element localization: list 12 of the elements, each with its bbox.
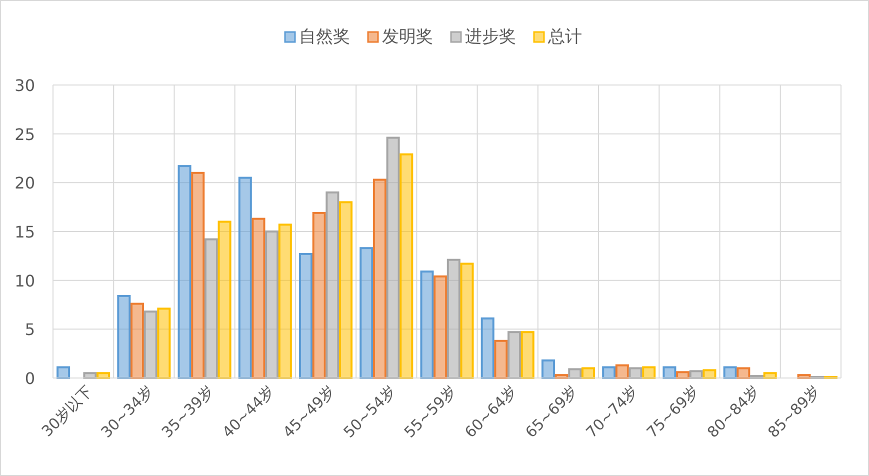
y-tick-label: 15 — [14, 222, 35, 242]
y-tick-label: 10 — [14, 271, 35, 290]
legend-label: 进步奖 — [465, 27, 516, 47]
y-tick-label: 0 — [24, 369, 35, 388]
y-tick-label: 20 — [14, 174, 35, 193]
y-tick-label: 30 — [14, 76, 35, 95]
x-tick-label: 30岁以下 — [38, 382, 96, 440]
y-tick-label: 25 — [14, 124, 35, 144]
y-tick-label: 5 — [24, 320, 35, 340]
legend-label: 总计 — [547, 27, 582, 47]
legend-label: 发明奖 — [382, 27, 433, 47]
legend-label: 自然奖 — [299, 27, 350, 47]
